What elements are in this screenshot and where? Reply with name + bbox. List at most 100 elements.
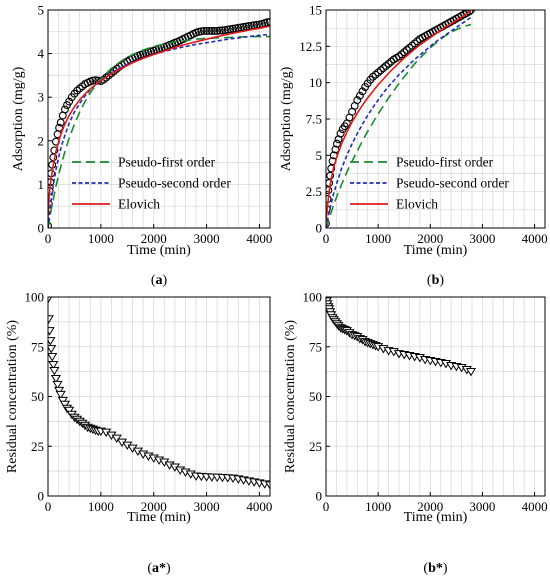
series-line-elovich [48, 25, 270, 218]
plot-frame [325, 296, 546, 497]
data-point [379, 64, 388, 73]
legend: Pseudo-first order Pseudo-second order Elo… [350, 155, 509, 212]
y-axis-label: Residual concentration (%) [5, 320, 20, 474]
panel-label: (a) [151, 273, 168, 288]
data-point [57, 396, 68, 406]
data-point [402, 46, 411, 54]
data-point [368, 72, 377, 81]
experimental-points [48, 17, 270, 228]
panel-label: (a*) [147, 561, 171, 576]
data-point [326, 178, 334, 187]
data-point [382, 62, 390, 70]
x-axis-label: Time (min) [404, 243, 468, 258]
data-point [353, 96, 362, 105]
data-point [410, 39, 419, 48]
data-point [231, 24, 240, 33]
ticks-b-star: 0 1000 2000 3000 4000 0 25 50 75 100 [303, 290, 548, 515]
data-point [395, 52, 403, 61]
data-point [56, 118, 65, 127]
plot-area-a [48, 17, 270, 228]
ticks-a: 0 1000 2000 3000 4000 0 1 2 3 4 5 [38, 3, 273, 247]
legend: Pseudo-first order Pseudo-second order Elo… [72, 155, 231, 212]
data-point [384, 59, 393, 68]
data-point [358, 87, 367, 96]
y-tick-label: 12.5 [299, 39, 322, 54]
x-axis-label: Time (min) [127, 510, 191, 525]
series-line-pseudo-first-order [326, 23, 472, 228]
data-point [408, 41, 416, 50]
data-point [207, 26, 216, 35]
y-tick-label: 2.5 [306, 184, 322, 199]
data-point [60, 105, 69, 114]
data-point [210, 26, 219, 35]
data-point [413, 37, 422, 46]
data-point [465, 10, 474, 16]
legend-label: Elovich [118, 197, 160, 212]
data-point [48, 297, 53, 304]
data-point [215, 26, 224, 35]
y-tick-label: 2 [38, 133, 45, 148]
grid-a-star [47, 296, 271, 497]
residual-points [326, 297, 477, 377]
data-point [48, 337, 56, 346]
data-point [226, 25, 235, 34]
data-point [336, 129, 345, 138]
data-point [59, 400, 71, 410]
data-point [387, 57, 396, 66]
data-point [355, 91, 364, 100]
legend-label: Pseudo-second order [118, 176, 231, 191]
y-tick-label: 75 [31, 339, 44, 354]
data-point [234, 23, 243, 32]
y-tick-label: 100 [303, 290, 323, 305]
panel-b-star: 0 1000 2000 3000 4000 0 25 50 75 100 Time (min) Res… [283, 290, 548, 577]
y-tick-label: 5 [38, 3, 45, 18]
data-point [376, 66, 385, 75]
x-tick-label: 0 [45, 499, 52, 514]
y-tick-label: 75 [309, 339, 322, 354]
data-point [236, 23, 245, 32]
plot-area-b [326, 10, 475, 228]
data-point [400, 48, 409, 57]
panel-label: (b) [427, 273, 444, 288]
x-tick-label: 4000 [522, 231, 548, 246]
panel-a-star: 0 1000 2000 3000 4000 0 25 50 75 100 Time (min) Res… [5, 290, 273, 577]
y-tick-label: 1 [38, 177, 45, 192]
data-point [64, 406, 75, 416]
data-point [264, 481, 270, 490]
data-point [327, 164, 336, 173]
legend-label: Elovich [396, 197, 438, 212]
series-line-pseudo-second-order [326, 16, 472, 228]
ticks-a-star: 0 1000 2000 3000 4000 0 25 50 75 100 [25, 290, 273, 515]
data-point [49, 366, 60, 376]
x-tick-label: 2000 [417, 231, 443, 246]
data-point [88, 76, 97, 85]
data-point [202, 26, 211, 35]
data-point [65, 97, 74, 106]
data-point [465, 367, 477, 377]
data-point [374, 68, 383, 77]
x-tick-label: 1000 [365, 231, 391, 246]
x-axis-label: Time (min) [404, 510, 468, 525]
data-point [50, 146, 59, 155]
y-tick-label: 7.5 [306, 112, 322, 127]
data-point [205, 26, 214, 35]
data-point [266, 17, 270, 26]
x-tick-label: 1000 [88, 231, 114, 246]
data-point [75, 84, 84, 93]
plot-area-a-star [48, 297, 270, 490]
legend-label: Pseudo-second order [396, 176, 509, 191]
y-tick-label: 50 [309, 389, 322, 404]
x-tick-label: 2000 [141, 231, 167, 246]
x-tick-label: 4000 [522, 499, 548, 514]
plot-area-b-star [326, 297, 477, 377]
data-point [78, 82, 87, 91]
y-tick-label: 15 [309, 3, 322, 18]
x-tick-label: 0 [45, 231, 52, 246]
data-point [48, 361, 59, 370]
data-point [197, 27, 206, 36]
data-point [48, 345, 57, 354]
panel-label: (b*) [423, 561, 447, 576]
x-tick-label: 4000 [246, 231, 272, 246]
data-point [55, 123, 64, 132]
